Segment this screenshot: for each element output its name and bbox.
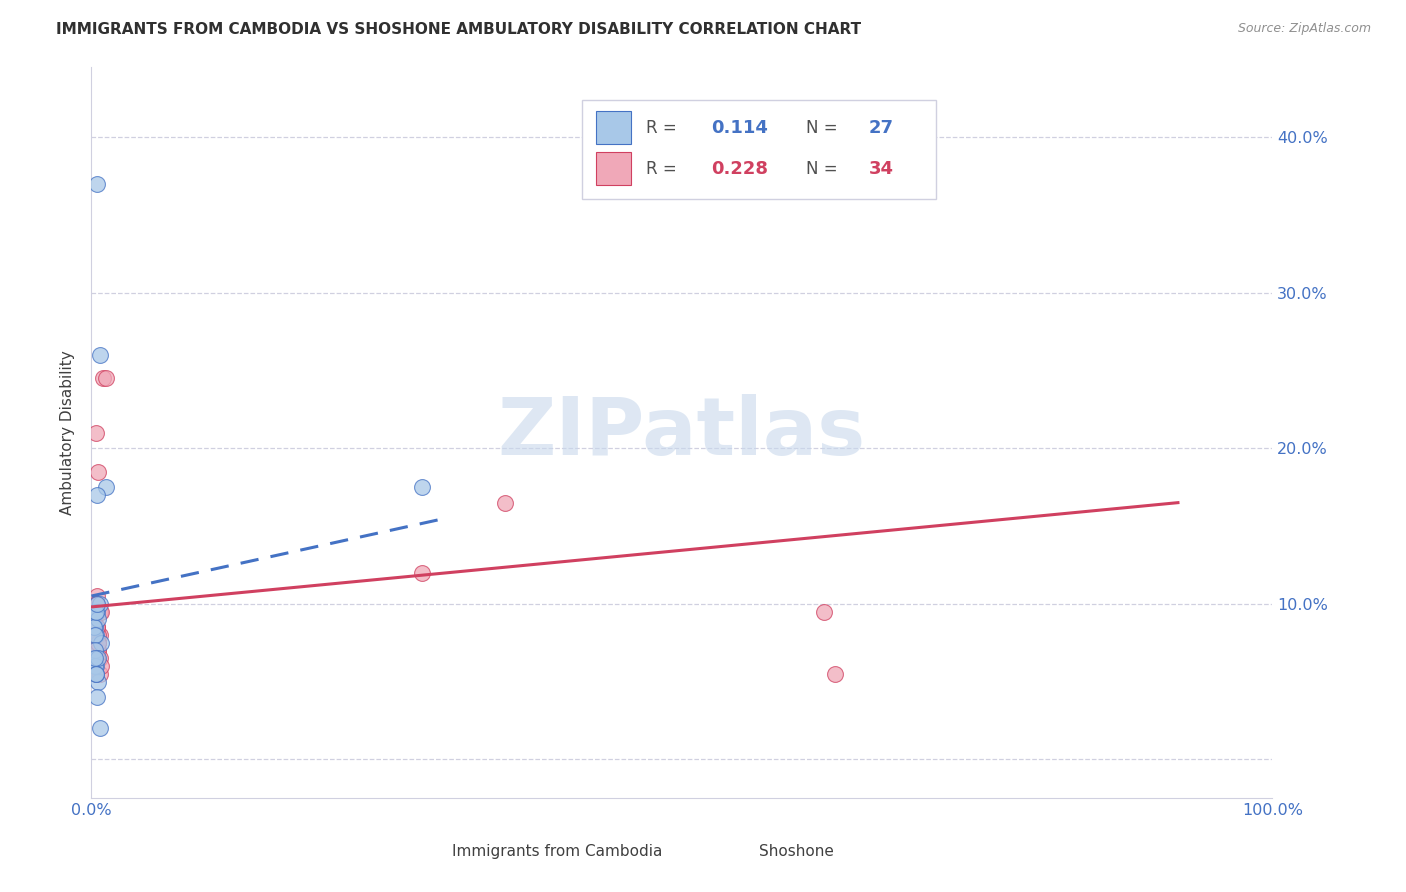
Point bbox=[83, 651, 105, 665]
Point bbox=[84, 620, 107, 634]
Point bbox=[89, 666, 111, 681]
Point bbox=[83, 620, 105, 634]
Point bbox=[411, 566, 433, 580]
Text: 34: 34 bbox=[869, 161, 894, 178]
Point bbox=[411, 480, 433, 494]
Point bbox=[84, 636, 107, 650]
Point bbox=[84, 666, 107, 681]
Point bbox=[86, 690, 108, 705]
Text: Shoshone: Shoshone bbox=[759, 844, 834, 858]
Point bbox=[86, 597, 108, 611]
Point bbox=[83, 605, 105, 619]
Point bbox=[84, 651, 107, 665]
Point bbox=[84, 659, 107, 673]
Point bbox=[84, 666, 107, 681]
Text: 27: 27 bbox=[869, 119, 894, 136]
Point bbox=[86, 177, 108, 191]
Point bbox=[91, 371, 114, 385]
Y-axis label: Ambulatory Disability: Ambulatory Disability bbox=[60, 351, 76, 515]
Point bbox=[87, 636, 110, 650]
Text: IMMIGRANTS FROM CAMBODIA VS SHOSHONE AMBULATORY DISABILITY CORRELATION CHART: IMMIGRANTS FROM CAMBODIA VS SHOSHONE AMB… bbox=[56, 22, 862, 37]
Point bbox=[84, 643, 107, 657]
Text: R =: R = bbox=[647, 161, 682, 178]
Point bbox=[89, 651, 111, 665]
Point bbox=[84, 659, 107, 673]
Text: Immigrants from Cambodia: Immigrants from Cambodia bbox=[451, 844, 662, 858]
Point bbox=[87, 628, 110, 642]
Point bbox=[84, 597, 107, 611]
Point bbox=[84, 628, 107, 642]
Text: N =: N = bbox=[806, 161, 842, 178]
Point bbox=[86, 620, 108, 634]
FancyBboxPatch shape bbox=[398, 834, 434, 867]
Point bbox=[86, 589, 108, 603]
Text: 0.114: 0.114 bbox=[711, 119, 768, 136]
Point bbox=[84, 425, 107, 440]
Text: 0.228: 0.228 bbox=[711, 161, 769, 178]
FancyBboxPatch shape bbox=[596, 111, 631, 144]
Point bbox=[94, 480, 117, 494]
Point bbox=[87, 643, 110, 657]
Point bbox=[86, 620, 108, 634]
Point bbox=[86, 605, 108, 619]
Point bbox=[87, 674, 110, 689]
Text: R =: R = bbox=[647, 119, 682, 136]
Point bbox=[90, 636, 112, 650]
Point bbox=[86, 488, 108, 502]
Point bbox=[90, 659, 112, 673]
Point bbox=[813, 605, 835, 619]
Point bbox=[89, 605, 111, 619]
Point bbox=[87, 636, 110, 650]
Point bbox=[89, 597, 111, 611]
Point bbox=[84, 666, 107, 681]
Point bbox=[89, 721, 111, 735]
Point bbox=[84, 620, 107, 634]
Point bbox=[84, 605, 107, 619]
Point bbox=[90, 605, 112, 619]
Point bbox=[87, 651, 110, 665]
Point bbox=[87, 643, 110, 657]
Text: ZIPatlas: ZIPatlas bbox=[498, 393, 866, 472]
Point bbox=[86, 651, 108, 665]
Point bbox=[86, 597, 108, 611]
Text: Source: ZipAtlas.com: Source: ZipAtlas.com bbox=[1237, 22, 1371, 36]
Point bbox=[824, 666, 846, 681]
Point bbox=[94, 371, 117, 385]
Point bbox=[87, 612, 110, 626]
FancyBboxPatch shape bbox=[582, 100, 936, 199]
Point bbox=[84, 605, 107, 619]
Point bbox=[86, 651, 108, 665]
Point bbox=[89, 628, 111, 642]
Point bbox=[84, 605, 107, 619]
Point bbox=[87, 465, 110, 479]
Point bbox=[84, 628, 107, 642]
Point bbox=[84, 597, 107, 611]
FancyBboxPatch shape bbox=[596, 153, 631, 186]
Point bbox=[89, 348, 111, 362]
Point bbox=[494, 496, 516, 510]
Point bbox=[84, 659, 107, 673]
Text: N =: N = bbox=[806, 119, 842, 136]
FancyBboxPatch shape bbox=[706, 834, 741, 867]
Point bbox=[84, 620, 107, 634]
